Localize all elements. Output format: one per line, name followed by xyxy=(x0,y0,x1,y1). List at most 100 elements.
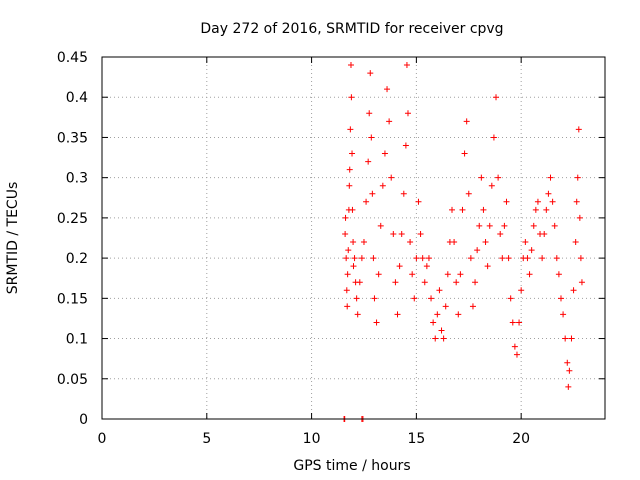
data-point xyxy=(356,279,363,286)
data-point xyxy=(384,86,391,93)
data-point xyxy=(423,263,430,270)
data-point xyxy=(539,255,546,262)
data-point xyxy=(342,230,349,237)
data-point xyxy=(503,198,510,205)
data-point xyxy=(347,126,354,133)
data-point xyxy=(348,94,355,101)
data-point xyxy=(457,271,464,278)
data-point xyxy=(342,214,349,221)
data-point xyxy=(565,383,572,390)
data-point xyxy=(513,351,520,358)
data-point xyxy=(467,255,474,262)
x-tick-label: 0 xyxy=(98,431,107,447)
data-point xyxy=(451,239,458,246)
data-point xyxy=(488,182,495,189)
chart-title: Day 272 of 2016, SRMTID for receiver cpv… xyxy=(200,21,503,37)
data-point xyxy=(438,327,445,334)
data-point xyxy=(534,198,541,205)
data-point xyxy=(495,174,502,181)
data-point xyxy=(394,311,401,318)
data-point xyxy=(398,230,405,237)
data-point xyxy=(480,206,487,213)
data-point xyxy=(572,239,579,246)
data-point xyxy=(436,287,443,294)
data-point xyxy=(400,190,407,197)
data-point xyxy=(530,222,537,229)
y-tick-label: 0.25 xyxy=(57,211,88,227)
y-tick-label: 0.35 xyxy=(57,130,88,146)
data-point xyxy=(434,311,441,318)
data-point xyxy=(349,206,356,213)
data-point xyxy=(564,359,571,366)
data-point xyxy=(444,271,451,278)
data-point xyxy=(461,150,468,157)
data-point xyxy=(440,335,447,342)
y-axis-label: SRMTID / TECUs xyxy=(5,182,21,295)
data-point xyxy=(375,271,382,278)
x-tick-label: 5 xyxy=(202,431,211,447)
data-points xyxy=(341,62,585,422)
data-point xyxy=(407,239,414,246)
data-point xyxy=(490,134,497,141)
data-point xyxy=(417,230,424,237)
data-point xyxy=(403,62,410,69)
data-point xyxy=(455,311,462,318)
data-point xyxy=(526,271,533,278)
data-point xyxy=(369,190,376,197)
data-point xyxy=(428,295,435,302)
x-tick-label: 15 xyxy=(407,431,425,447)
plot-frame xyxy=(101,56,606,420)
y-tick-label: 0.45 xyxy=(57,50,88,66)
data-point xyxy=(507,295,514,302)
data-point xyxy=(425,255,432,262)
data-point xyxy=(568,335,575,342)
y-tick-label: 0.1 xyxy=(66,332,88,348)
y-tick-label: 0.15 xyxy=(57,291,88,307)
data-point xyxy=(419,255,426,262)
data-point xyxy=(576,214,583,221)
data-point xyxy=(484,263,491,270)
data-point xyxy=(402,142,409,149)
data-point xyxy=(370,255,377,262)
axis-ticks: 0 5 10 15 20 0 0.05 0.1 0.15 0.2 0.25 0.3 0.35 0.4 0.4… xyxy=(57,50,605,447)
data-point xyxy=(381,150,388,157)
data-point xyxy=(346,182,353,189)
data-point xyxy=(415,198,422,205)
data-point xyxy=(349,150,356,157)
data-point xyxy=(411,295,418,302)
data-point xyxy=(486,222,493,229)
data-point xyxy=(482,239,489,246)
data-point xyxy=(497,230,504,237)
data-point xyxy=(379,182,386,189)
data-point xyxy=(388,174,395,181)
data-point xyxy=(409,271,416,278)
y-tick-label: 0 xyxy=(79,412,88,428)
data-point xyxy=(543,206,550,213)
data-point xyxy=(346,166,353,173)
data-point xyxy=(573,198,580,205)
y-tick-label: 0.05 xyxy=(57,372,88,388)
data-point xyxy=(509,319,516,326)
data-point xyxy=(522,239,529,246)
data-point xyxy=(366,110,373,117)
data-point xyxy=(472,279,479,286)
y-tick-label: 0.2 xyxy=(66,251,88,267)
data-point xyxy=(345,247,352,254)
data-point xyxy=(505,255,512,262)
data-point xyxy=(566,367,573,374)
data-point xyxy=(557,295,564,302)
data-point xyxy=(404,110,411,117)
data-point xyxy=(365,158,372,165)
data-point xyxy=(343,255,350,262)
data-point xyxy=(575,126,582,133)
data-point xyxy=(547,174,554,181)
data-point xyxy=(363,198,370,205)
data-point xyxy=(578,279,585,286)
data-point xyxy=(499,255,506,262)
x-tick-label: 20 xyxy=(512,431,530,447)
data-point xyxy=(442,303,449,310)
data-point xyxy=(562,335,569,342)
data-point xyxy=(493,94,500,101)
data-point xyxy=(511,343,518,350)
